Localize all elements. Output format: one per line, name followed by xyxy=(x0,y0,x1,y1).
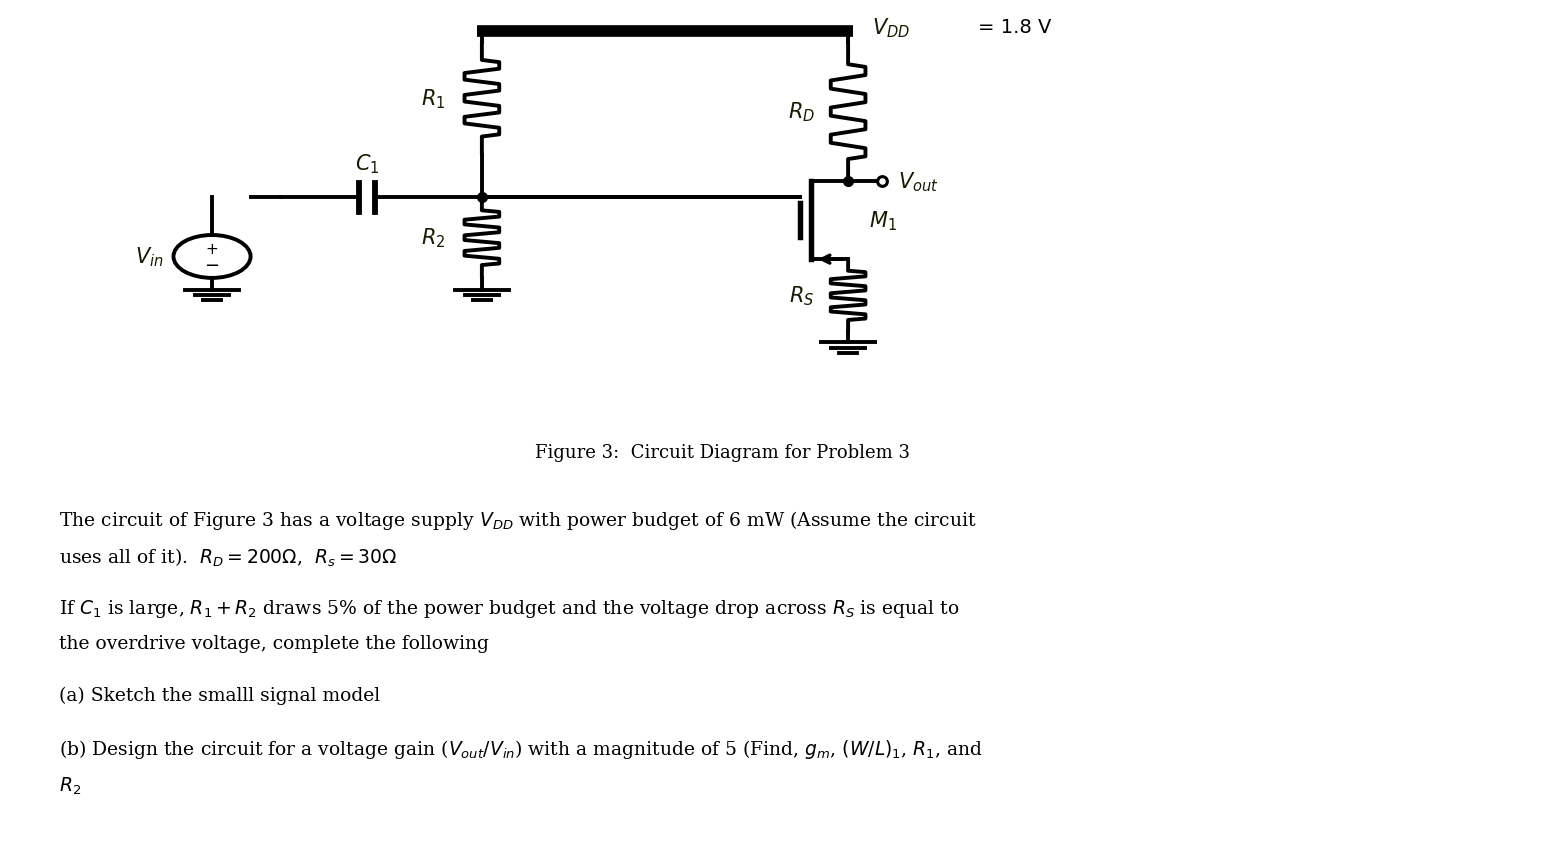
Text: $R_S$: $R_S$ xyxy=(790,284,814,307)
Text: $M_1$: $M_1$ xyxy=(870,209,897,232)
Text: If $C_1$ is large, $R_1 + R_2$ draws 5% of the power budget and the voltage drop: If $C_1$ is large, $R_1 + R_2$ draws 5% … xyxy=(59,598,959,619)
Text: uses all of it).  $R_D = 200\Omega$,  $R_s = 30\Omega$: uses all of it). $R_D = 200\Omega$, $R_s… xyxy=(59,546,396,568)
Text: $C_1$: $C_1$ xyxy=(355,152,379,176)
Text: $R_1$: $R_1$ xyxy=(421,87,446,111)
Text: $V_{in}$: $V_{in}$ xyxy=(136,245,163,269)
Text: $V_{out}$: $V_{out}$ xyxy=(897,170,939,194)
Text: = 1.8 V: = 1.8 V xyxy=(978,18,1052,37)
Text: $R_D$: $R_D$ xyxy=(788,101,816,124)
Text: (b) Design the circuit for a voltage gain ($V_{out}/V_{in}$) with a magnitude of: (b) Design the circuit for a voltage gai… xyxy=(59,738,982,760)
Text: (a) Sketch the smalll signal model: (a) Sketch the smalll signal model xyxy=(59,686,379,704)
Text: $R_2$: $R_2$ xyxy=(421,226,446,251)
Text: The circuit of Figure 3 has a voltage supply $V_{DD}$ with power budget of 6 mW : The circuit of Figure 3 has a voltage su… xyxy=(59,509,976,531)
Text: $V_{DD}$: $V_{DD}$ xyxy=(873,16,910,40)
Text: the overdrive voltage, complete the following: the overdrive voltage, complete the foll… xyxy=(59,635,489,653)
Text: $R_2$: $R_2$ xyxy=(59,775,80,796)
Text: +: + xyxy=(205,242,219,257)
Text: −: − xyxy=(205,257,219,275)
Text: Figure 3:  Circuit Diagram for Problem 3: Figure 3: Circuit Diagram for Problem 3 xyxy=(535,443,910,461)
